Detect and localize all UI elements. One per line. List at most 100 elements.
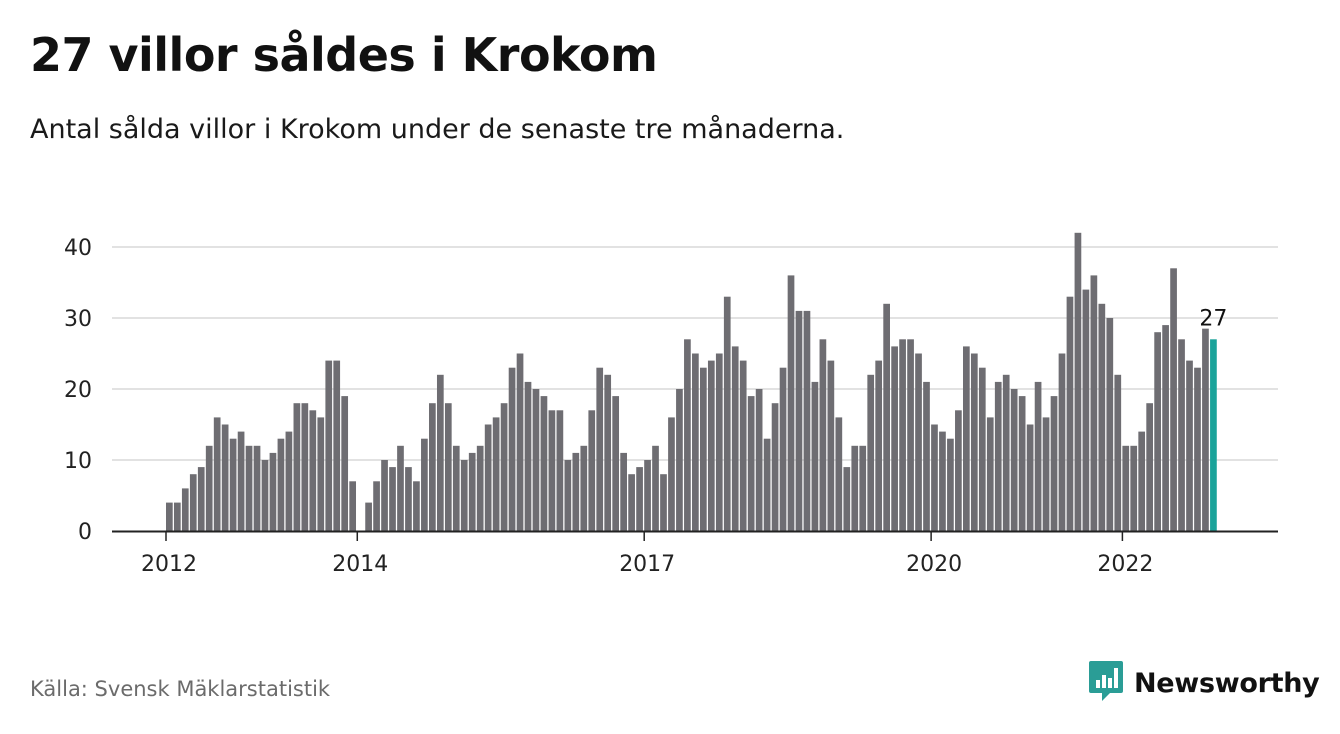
bar — [1042, 417, 1050, 531]
bar — [1026, 424, 1034, 531]
bar — [763, 438, 771, 531]
bar — [1122, 445, 1130, 531]
bar — [309, 410, 317, 531]
bar — [699, 367, 707, 531]
bar — [668, 417, 675, 531]
bar — [986, 417, 994, 531]
bar — [676, 389, 683, 531]
bar — [429, 403, 436, 531]
bar — [349, 481, 357, 531]
bar — [508, 367, 516, 531]
bar — [317, 417, 325, 531]
bar — [532, 389, 540, 531]
bar — [293, 403, 301, 531]
bars — [166, 232, 1217, 532]
bar — [707, 360, 715, 531]
bar — [397, 445, 404, 531]
bar — [580, 445, 588, 531]
bar — [524, 381, 532, 531]
bar — [1106, 318, 1114, 531]
bar — [715, 353, 723, 531]
bar — [803, 310, 811, 531]
bar — [381, 460, 388, 531]
bar — [588, 410, 596, 531]
bar — [373, 481, 380, 531]
latest-value-label: 27 — [1199, 306, 1227, 331]
bar — [1034, 381, 1042, 531]
bar — [835, 417, 843, 531]
bar — [620, 452, 627, 531]
bar — [1090, 275, 1098, 531]
highlighted-bar — [1210, 339, 1217, 531]
bar — [827, 360, 835, 531]
y-axis-tick-labels: 0 10 20 30 40 — [64, 236, 92, 545]
bar — [444, 403, 452, 531]
bar — [1050, 396, 1058, 531]
bar — [859, 445, 867, 531]
bar — [460, 460, 468, 531]
bar — [779, 367, 787, 531]
bar — [205, 445, 213, 531]
bar — [978, 367, 986, 531]
chart-subtitle: Antal sålda villor i Krokom under de sen… — [30, 114, 845, 145]
bar — [269, 452, 277, 531]
brand-name: Newsworthy — [1134, 667, 1320, 699]
bar — [628, 474, 635, 531]
bar — [1138, 431, 1146, 531]
bar — [963, 346, 970, 531]
bar — [795, 310, 803, 531]
bar — [213, 417, 221, 531]
bar — [899, 339, 906, 531]
bar — [189, 474, 197, 531]
bar — [1162, 325, 1169, 531]
bar — [1002, 374, 1010, 531]
bar — [166, 502, 173, 531]
bar — [1066, 296, 1074, 531]
bar — [365, 502, 372, 531]
bar — [819, 339, 827, 531]
x-tick-label: 2014 — [332, 552, 388, 577]
bar — [484, 424, 492, 531]
x-tick-label: 2022 — [1097, 552, 1153, 577]
bar — [285, 431, 293, 531]
bar — [843, 467, 851, 531]
bar — [333, 360, 341, 531]
bar — [755, 389, 763, 531]
bar — [970, 353, 978, 531]
bar — [1074, 232, 1082, 532]
bar — [181, 488, 189, 531]
x-tick-label: 2020 — [906, 552, 962, 577]
bar — [452, 445, 460, 531]
bar — [548, 410, 556, 531]
y-tick-label: 0 — [78, 520, 92, 545]
bar — [556, 410, 564, 531]
bar — [939, 431, 946, 531]
bar — [1130, 445, 1138, 531]
bar — [931, 424, 938, 531]
bar — [301, 403, 309, 531]
bar — [747, 396, 755, 531]
bar — [476, 445, 484, 531]
bar — [413, 481, 420, 531]
bar — [883, 303, 890, 531]
bar — [173, 502, 181, 531]
bar — [253, 445, 261, 531]
bar — [723, 296, 731, 531]
bar — [1202, 328, 1209, 531]
bar — [221, 424, 229, 531]
bar — [229, 438, 237, 531]
bar — [851, 445, 859, 531]
bar — [692, 353, 699, 531]
brand-logo[interactable]: Newsworthy — [1088, 660, 1320, 706]
bar — [261, 460, 269, 531]
bar — [684, 339, 691, 531]
bar — [652, 445, 659, 531]
y-tick-label: 20 — [64, 378, 92, 403]
x-tick-label: 2017 — [619, 552, 675, 577]
bar — [516, 353, 524, 531]
bar — [1146, 403, 1154, 531]
bar — [500, 403, 508, 531]
bar — [739, 360, 747, 531]
bar — [341, 396, 349, 531]
bar — [787, 275, 795, 531]
